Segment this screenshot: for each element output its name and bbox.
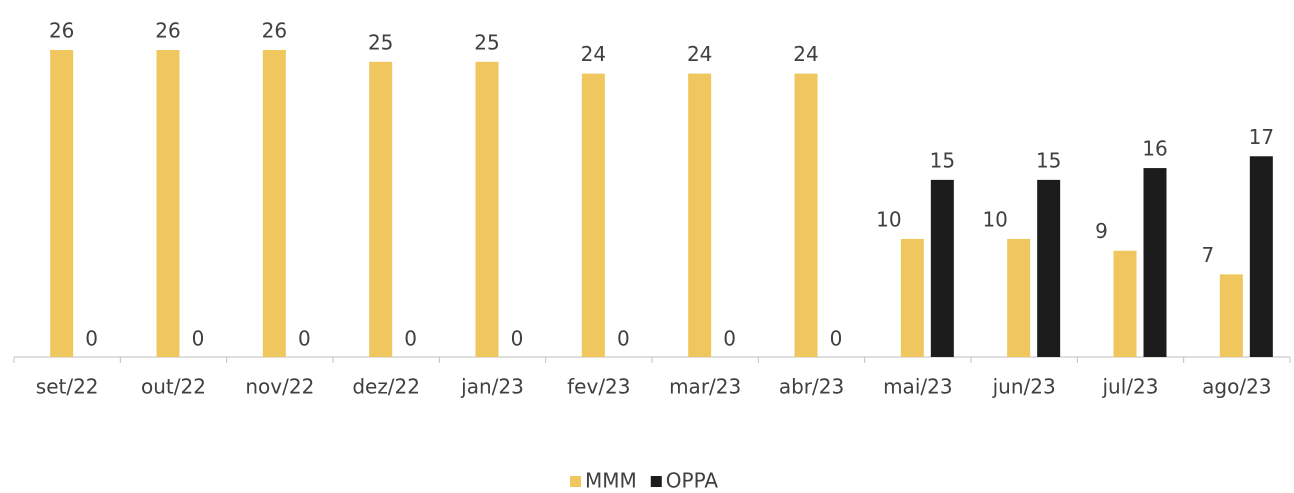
x-tick-label: out/22	[141, 375, 206, 399]
data-label: 9	[1095, 219, 1108, 243]
bar	[1037, 179, 1061, 357]
data-label: 10	[982, 207, 1007, 231]
bar	[688, 73, 712, 357]
data-label: 24	[581, 42, 606, 66]
bar	[900, 238, 924, 357]
bar	[1113, 250, 1137, 357]
bar	[581, 73, 605, 357]
data-label: 0	[298, 327, 311, 351]
bar	[1249, 156, 1273, 357]
bar	[794, 73, 818, 357]
x-tick-label: jul/23	[1102, 375, 1159, 399]
legend-swatch	[650, 476, 662, 487]
bar	[1143, 168, 1167, 357]
data-label: 25	[368, 30, 393, 54]
data-label: 0	[511, 327, 524, 351]
data-label: 26	[49, 19, 74, 43]
bar	[262, 50, 286, 357]
x-tick-label: nov/22	[245, 375, 314, 399]
data-label: 0	[723, 327, 736, 351]
data-label: 16	[1142, 137, 1167, 161]
data-label: 15	[1036, 148, 1061, 172]
data-label: 24	[687, 42, 712, 66]
data-label: 0	[192, 327, 205, 351]
data-label: 10	[876, 207, 901, 231]
data-label: 7	[1201, 243, 1214, 267]
x-tick-label: mai/23	[883, 375, 952, 399]
bar	[475, 61, 499, 358]
x-tick-label: fev/23	[567, 375, 630, 399]
bar	[50, 50, 74, 357]
legend-swatch	[570, 476, 581, 487]
bar	[369, 61, 393, 358]
data-label: 25	[474, 30, 499, 54]
x-tick-label: set/22	[36, 375, 99, 399]
bar	[930, 179, 954, 357]
data-label: 0	[617, 327, 630, 351]
data-label: 26	[155, 19, 180, 43]
data-label: 0	[404, 327, 417, 351]
data-label: 26	[262, 19, 287, 43]
data-label: 15	[930, 148, 955, 172]
data-label: 0	[830, 327, 843, 351]
data-label: 24	[793, 42, 818, 66]
x-tick-label: jan/23	[460, 375, 524, 399]
legend-label: OPPA	[666, 469, 719, 493]
data-label: 0	[85, 327, 98, 351]
data-label: 17	[1249, 125, 1274, 149]
bar	[156, 50, 180, 357]
x-tick-label: abr/23	[779, 375, 844, 399]
bar	[1007, 238, 1031, 357]
x-tick-label: jun/23	[992, 375, 1056, 399]
x-tick-label: dez/22	[352, 375, 420, 399]
x-tick-label: mar/23	[669, 375, 741, 399]
x-tick-label: ago/23	[1202, 375, 1271, 399]
bar	[1219, 274, 1243, 357]
legend-label: MMM	[585, 469, 637, 493]
